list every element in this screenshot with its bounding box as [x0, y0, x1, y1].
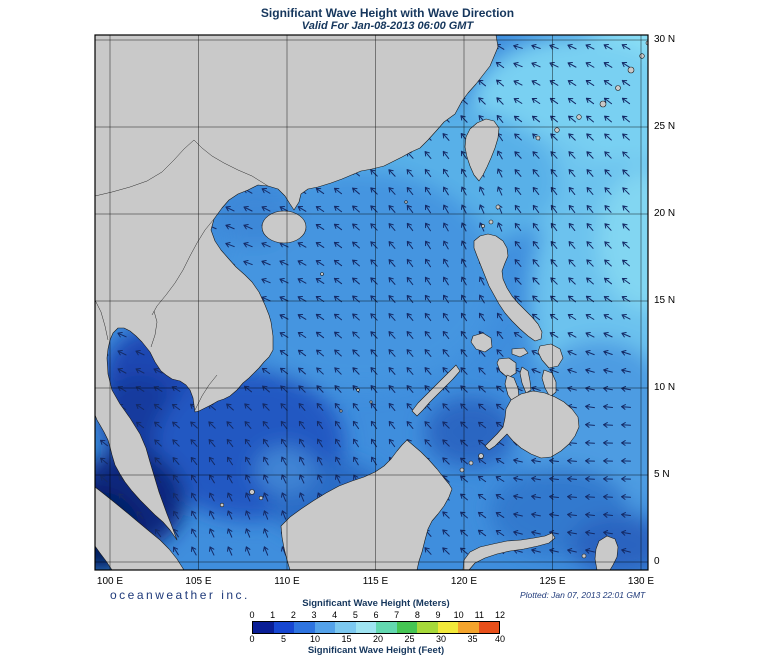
lon-tick-label: 110 E [274, 576, 300, 587]
legend-meters-tick: 8 [414, 610, 420, 620]
lon-tick-label: 100 E [96, 576, 124, 587]
oceanweather-logo-text: oceanweather inc. [110, 588, 250, 602]
legend-meters-ticks: 0 1 2 3 4 5 6 7 8 9 10 11 12 [249, 610, 505, 621]
legend-meters-tick: 10 [453, 610, 464, 620]
lat-tick-label: 0 [654, 556, 660, 567]
legend-feet-ticks: 0 5 10 15 20 25 30 35 40 [249, 634, 505, 645]
legend-color-segment [314, 622, 335, 633]
legend-feet-tick: 35 [467, 634, 478, 644]
legend-color-segment [294, 622, 315, 633]
legend-feet-tick: 15 [341, 634, 352, 644]
legend-feet-tick: 30 [435, 634, 446, 644]
land-samar [537, 343, 564, 369]
legend-color-segment [478, 622, 499, 633]
legend-title-feet: Significant Wave Height (Feet) [307, 645, 445, 656]
land-mindanao [484, 390, 580, 459]
land-small-islands [219, 40, 648, 559]
legend-feet-tick: 5 [280, 634, 286, 644]
legend-meters-tick: 2 [290, 610, 296, 620]
legend-meters-tick: 12 [494, 610, 506, 620]
lon-tick-label: 125 E [539, 576, 566, 587]
legend-meters-tick: 7 [394, 610, 400, 620]
legend-feet-tick: 40 [494, 634, 506, 644]
land-masbate [511, 347, 529, 358]
legend-color-segment [437, 622, 458, 633]
legend-meters-tick: 9 [435, 610, 441, 620]
legend-feet-tick: 25 [404, 634, 415, 644]
legend-color-segment [417, 622, 438, 633]
land-layer [95, 35, 648, 570]
legend-colorbar [252, 621, 500, 634]
legend-color-segment [458, 622, 479, 633]
valid-time-subtitle: Valid For Jan-08-2013 06:00 GMT [301, 20, 474, 32]
lon-tick-label: 105 E [185, 576, 212, 587]
land-cebu [519, 366, 532, 394]
lon-tick-label: 120 E [450, 576, 478, 587]
legend-color-segment [376, 622, 397, 633]
land-halmahera [594, 535, 619, 570]
legend-feet-tick: 20 [372, 634, 383, 644]
lat-tick-label: 10 N [654, 382, 676, 393]
land-mindoro [470, 332, 493, 353]
legend-color-segment [273, 622, 294, 633]
lat-tick-label: 20 N [654, 208, 676, 219]
lat-tick-label: 5 N [654, 469, 670, 480]
land-luzon [473, 233, 543, 342]
land-borneo [280, 439, 453, 570]
page-title: Significant Wave Height with Wave Direct… [260, 6, 515, 20]
legend-meters-tick: 4 [332, 610, 338, 620]
lat-tick-label: 30 N [654, 34, 676, 45]
legend-color-segment [253, 622, 274, 633]
land-hainan [261, 210, 307, 244]
legend-color-segment [396, 622, 417, 633]
land-panay [496, 357, 517, 379]
legend-meters-tick: 1 [270, 610, 276, 620]
legend-meters-tick: 3 [311, 610, 317, 620]
lat-tick-label: 25 N [654, 121, 676, 132]
plotted-timestamp: Plotted: Jan 07, 2013 22:01 GMT [520, 590, 646, 600]
lon-tick-label: 130 E [627, 576, 655, 587]
land-sumatra [95, 486, 185, 570]
map-frame [94, 34, 649, 571]
legend-title-meters: Significant Wave Height (Meters) [302, 598, 450, 609]
legend-color-segment [335, 622, 356, 633]
legend-feet-tick: 0 [249, 634, 255, 644]
legend-feet-tick: 10 [309, 634, 320, 644]
land-mainland-asia [95, 35, 499, 541]
legend-meters-tick: 6 [373, 610, 379, 620]
legend-color-segment [355, 622, 376, 633]
lat-tick-label: 15 N [654, 295, 676, 306]
legend-meters-tick: 0 [249, 610, 255, 620]
lon-tick-label: 115 E [362, 576, 389, 587]
graticule-grid [95, 35, 648, 570]
country-borders [95, 139, 269, 411]
land-palawan [411, 364, 461, 417]
legend-meters-tick: 5 [352, 610, 358, 620]
legend-meters-tick: 11 [474, 610, 484, 620]
land-sulawesi [462, 532, 556, 570]
